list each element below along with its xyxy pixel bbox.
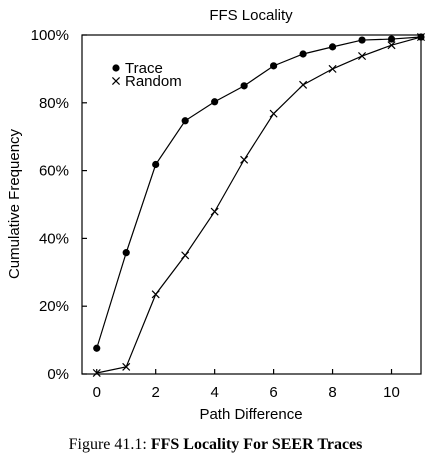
ffs-locality-chart: FFS Locality 0%20%40%60%80%100% 0 2 4 6 8 10 … [6, 7, 426, 423]
caption-title: FFS Locality For SEER Traces [150, 436, 363, 453]
legend-label-random: Random [125, 73, 182, 90]
y-axis-ticks: 0% 20% 40% 60% 80% 100% [31, 27, 87, 383]
x-tick-label: 2 [152, 384, 160, 401]
random-data-point [299, 80, 308, 89]
x-axis-ticks: 0 2 4 6 8 10 [93, 369, 400, 401]
random-data-point [181, 251, 190, 260]
trace-data-point [270, 62, 278, 70]
x-tick-label: 10 [383, 384, 400, 401]
series-layer [92, 33, 426, 378]
trace-data-point [93, 344, 101, 352]
random-data-point [387, 41, 396, 50]
y-tick-label: 80% [39, 95, 69, 112]
trace-data-point [152, 160, 160, 169]
y-tick-label: 100% [31, 27, 69, 44]
random-data-point [416, 33, 426, 42]
trace-data-point [181, 117, 189, 125]
x-tick-label: 4 [210, 384, 218, 401]
legend-marker-random [111, 76, 121, 86]
random-data-point [151, 290, 160, 299]
series-random [92, 33, 426, 378]
chart-title: FFS Locality [209, 7, 293, 24]
x-tick-label: 8 [328, 384, 336, 401]
series-trace [93, 33, 425, 352]
trace-data-point [299, 50, 307, 58]
random-data-point [92, 368, 101, 378]
random-data-point [122, 362, 131, 371]
y-tick-label: 60% [39, 163, 69, 180]
y-axis-label: Cumulative Frequency [6, 128, 23, 279]
trace-data-point [240, 82, 248, 90]
caption-prefix: Figure 41.1: [68, 436, 151, 453]
y-tick-label: 20% [39, 298, 69, 315]
trace-data-point [358, 36, 366, 44]
legend-marker-trace [112, 64, 120, 72]
random-data-point [358, 51, 367, 61]
x-axis-label: Path Difference [199, 406, 302, 423]
trace-data-point [122, 249, 130, 257]
trace-data-point [328, 43, 337, 51]
x-tick-label: 0 [93, 384, 101, 401]
trace-data-point [387, 35, 396, 43]
x-tick-label: 6 [269, 384, 277, 401]
random-data-point [269, 109, 278, 118]
trace-series-line [96, 36, 422, 349]
y-tick-label: 40% [39, 230, 69, 247]
plot-frame [81, 34, 422, 375]
y-tick-label: 0% [47, 366, 69, 383]
random-data-point [328, 64, 337, 73]
random-data-point [240, 155, 249, 164]
random-data-point [210, 207, 219, 216]
legend-label-trace: Trace [125, 60, 163, 77]
trace-data-point [211, 98, 219, 106]
random-series-line [96, 36, 422, 374]
figure-caption: Figure 41.1: FFS Locality For SEER Trace… [0, 436, 431, 454]
